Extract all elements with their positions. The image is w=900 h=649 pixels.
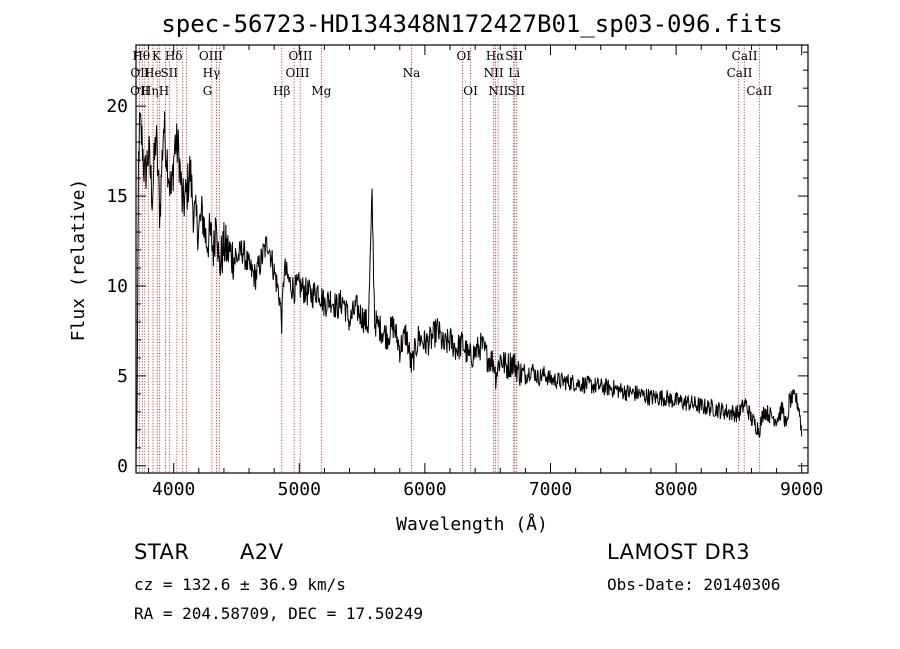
spectral-line-label: He [144, 66, 162, 80]
x-tick-label: 4000 [152, 479, 195, 500]
y-axis: 0 5 10 15 20 [106, 51, 808, 477]
spectral-line-label: NII [488, 84, 508, 98]
spectral-line-label: OI [463, 84, 478, 98]
spectrum-series [135, 111, 803, 450]
spectral-line-label: CaII [727, 66, 753, 80]
y-axis-label: Flux (relative) [68, 179, 89, 342]
object-type: STAR [134, 540, 190, 564]
x-tick-label: 8000 [654, 479, 697, 500]
y-tick-label: 10 [106, 276, 128, 297]
spectral-line-label: Na [403, 66, 421, 80]
spectral-line-label: Hα [486, 49, 505, 63]
plot-frame [135, 44, 809, 474]
spectral-line-label: Li [508, 66, 520, 80]
spectral-line-label: SII [507, 84, 525, 98]
spectral-line-label: K [152, 49, 162, 63]
spectral-class: A2V [240, 540, 284, 564]
survey-name: LAMOST DR3 [607, 540, 751, 564]
y-tick-label: 20 [106, 96, 128, 117]
spectral-line-label: OIII [199, 49, 223, 63]
spectral-line-label: SII [160, 66, 178, 80]
spectral-line-label: Hδ [165, 49, 183, 63]
spectral-line-label: NII [484, 66, 504, 80]
coordinates: RA = 204.58709, DEC = 17.50249 [134, 604, 423, 623]
spectral-line-label: Hβ [273, 84, 290, 98]
spectral-line-label: OII [130, 66, 150, 80]
spectral-line-label: OII [130, 84, 150, 98]
spectral-line-label: G [203, 84, 213, 98]
observation-date: Obs-Date: 20140306 [607, 575, 781, 594]
spectral-line-label: Hγ [203, 66, 221, 80]
spectral-line-label: Mg [311, 84, 331, 98]
spectral-line-label: SII [505, 49, 523, 63]
x-tick-label: 5000 [278, 479, 321, 500]
spectral-line-label: CaII [746, 84, 772, 98]
spectral-line-label: CaII [732, 49, 758, 63]
spectral-line-label: OIII [285, 66, 309, 80]
spectral-line-label: H [159, 84, 169, 98]
x-axis-label: Wavelength (Å) [396, 513, 548, 535]
chart-title: spec-56723-HD134348N172427B01_sp03-096.f… [161, 10, 782, 38]
spectral-line-label: Hθ [132, 49, 150, 63]
spectral-line-label: OI [457, 49, 472, 63]
y-tick-label: 0 [117, 456, 128, 477]
y-tick-label: 15 [106, 186, 128, 207]
x-tick-label: 6000 [403, 479, 446, 500]
x-axis: 4000 5000 6000 7000 8000 9000 [148, 45, 823, 500]
x-tick-label: 7000 [529, 479, 572, 500]
y-tick-label: 5 [117, 366, 128, 387]
redshift-velocity: cz = 132.6 ± 36.9 km/s [134, 575, 346, 594]
spectrum-line [135, 111, 803, 450]
spectral-line-label: Hη [141, 84, 159, 98]
x-tick-label: 9000 [780, 479, 823, 500]
spectral-line-label: OIII [288, 49, 312, 63]
